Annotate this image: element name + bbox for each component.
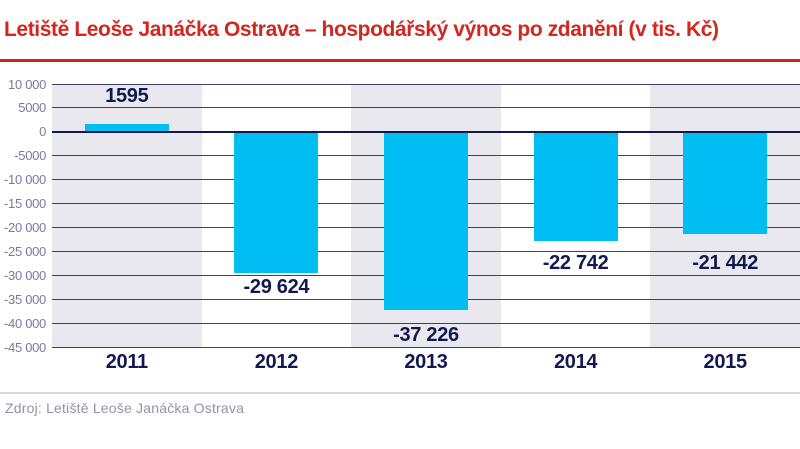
value-label-2012: -29 624 — [243, 276, 310, 299]
y-tick--5000: -5000 — [14, 148, 46, 164]
bar-2015 — [683, 131, 768, 235]
chart-title: Letiště Leoše Janáčka Ostrava – hospodář… — [4, 18, 719, 41]
y-tick--20000: -20 000 — [4, 219, 46, 235]
gridline-5000 — [52, 107, 800, 109]
value-label-2013: -37 226 — [393, 324, 459, 347]
x-label-2013: 2013 — [404, 351, 448, 373]
y-tick--10000: -10 000 — [4, 172, 46, 188]
y-tick-5000: 5000 — [18, 100, 46, 116]
y-tick-0: 0 — [39, 124, 46, 140]
bar-2012 — [234, 131, 319, 274]
zero-line — [52, 130, 800, 133]
gridline-10000 — [52, 83, 800, 85]
y-tick--40000: -40 000 — [4, 315, 46, 331]
bar-2014 — [533, 131, 618, 241]
y-tick--35000: -35 000 — [4, 291, 46, 307]
y-tick--45000: -45 000 — [4, 339, 46, 355]
value-label-2015: -21 442 — [692, 252, 759, 275]
bar-2011 — [84, 124, 169, 132]
x-label-2012: 2012 — [254, 351, 299, 373]
title-divider — [0, 59, 800, 62]
y-tick--25000: -25 000 — [4, 243, 46, 259]
bar-2013 — [384, 131, 468, 310]
gridline--40000 — [52, 322, 800, 324]
x-label-2014: 2014 — [553, 351, 598, 373]
gridline--45000 — [52, 346, 800, 348]
y-tick--30000: -30 000 — [4, 267, 46, 283]
x-label-2015: 2015 — [703, 351, 748, 373]
source-text: Zdroj: Letiště Leoše Janáčka Ostrava — [5, 400, 245, 416]
x-label-2011: 2011 — [105, 351, 149, 373]
value-label-2011: 1595 — [105, 84, 149, 107]
y-tick--15000: -15 000 — [4, 196, 46, 212]
y-tick-10000: 10 000 — [8, 76, 46, 92]
value-label-2014: -22 742 — [542, 252, 609, 275]
footer-divider — [0, 392, 800, 394]
